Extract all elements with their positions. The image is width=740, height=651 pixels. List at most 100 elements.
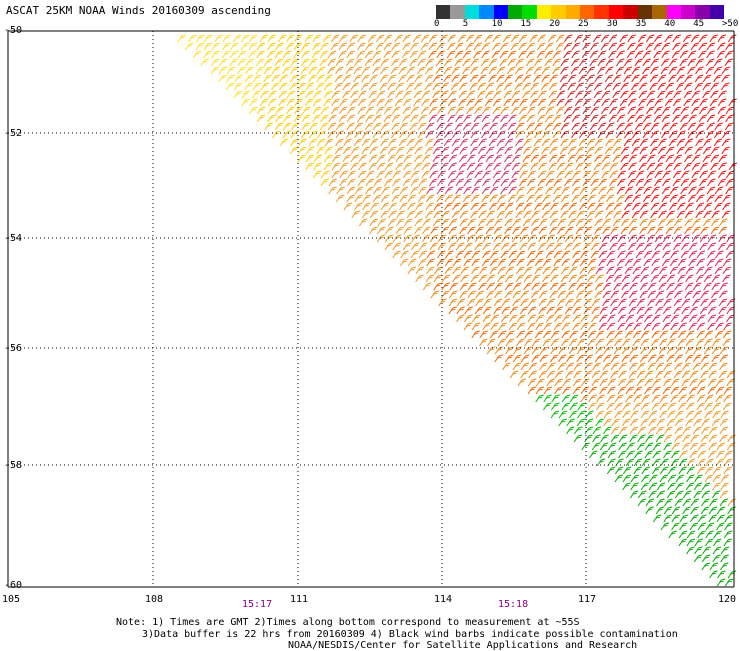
wind-barb [665, 218, 675, 227]
wind-barb [496, 146, 505, 155]
wind-barb [346, 194, 355, 203]
wind-barb [598, 322, 608, 331]
wind-barb [342, 74, 352, 83]
wind-barb [632, 274, 641, 283]
wind-barb [682, 362, 691, 371]
wind-barb [576, 418, 586, 427]
wind-barb [637, 498, 647, 507]
wind-barb [334, 74, 344, 83]
wind-barb [525, 66, 535, 75]
wind-barb [635, 114, 644, 123]
wind-barb [494, 346, 504, 355]
wind-barb [669, 330, 679, 339]
wind-barb [684, 226, 693, 235]
wind-barb [640, 202, 649, 211]
wind-barb [402, 178, 412, 187]
wind-barb [679, 522, 688, 531]
wind-barb [474, 242, 484, 251]
wind-barb [563, 34, 573, 43]
wind-barb [624, 330, 634, 339]
wind-barb [587, 274, 596, 283]
wind-barb [522, 154, 532, 163]
wind-barb [680, 106, 690, 115]
wind-barb [504, 210, 514, 219]
wind-barb [708, 514, 717, 523]
wind-barb [722, 338, 732, 347]
wind-barb [540, 82, 550, 91]
colorbar-swatch [666, 5, 681, 19]
wind-barb [515, 58, 524, 67]
wind-barb [666, 490, 676, 499]
wind-barb [474, 98, 483, 107]
wind-barb [682, 506, 691, 515]
wind-barb [691, 162, 701, 171]
wind-barb [567, 218, 577, 227]
wind-barb [354, 194, 363, 203]
wind-barb [489, 130, 498, 139]
wind-barb [561, 338, 570, 347]
wind-barb [727, 34, 737, 43]
wind-barb [711, 354, 720, 363]
wind-barb [658, 282, 667, 291]
wind-barb [667, 410, 676, 419]
wind-barb [644, 386, 653, 395]
wind-barb [686, 530, 696, 539]
wind-barb [279, 138, 289, 147]
wind-barb [537, 34, 546, 43]
wind-barb [697, 458, 706, 467]
wind-barb [604, 146, 614, 155]
wind-barb [672, 42, 681, 51]
wind-barb [634, 122, 644, 131]
wind-barb [719, 290, 728, 299]
wind-barb [656, 418, 665, 427]
wind-barb [240, 42, 250, 51]
wind-barb [679, 58, 688, 67]
wind-barb [666, 290, 675, 299]
wind-barb [354, 186, 364, 195]
wind-barb [564, 162, 574, 171]
wind-barb [560, 210, 569, 219]
wind-barb [523, 282, 532, 291]
wind-barb [511, 98, 520, 107]
wind-barb [362, 130, 371, 139]
wind-barb [582, 34, 591, 43]
wind-barb [578, 74, 587, 83]
wind-barb [645, 498, 655, 507]
wind-barb [474, 178, 483, 187]
wind-barb [671, 50, 681, 59]
wind-barb [711, 418, 721, 427]
wind-barb [364, 58, 373, 67]
wind-barb [665, 154, 675, 163]
wind-barb [708, 450, 717, 459]
wind-barb [203, 34, 213, 43]
wind-barb [654, 242, 664, 251]
wind-barb [503, 90, 513, 99]
wind-barb [543, 394, 552, 403]
wind-barb [655, 370, 664, 379]
wind-barb [289, 146, 299, 155]
wind-barb [589, 122, 599, 131]
wind-barb [584, 418, 594, 427]
wind-barb [369, 210, 379, 219]
wind-barb [357, 170, 367, 179]
wind-barb [424, 146, 434, 155]
wind-barb [477, 154, 487, 163]
wind-barb [564, 170, 573, 179]
wind-barb [553, 322, 563, 331]
wind-barb [394, 34, 403, 43]
wind-barb [612, 82, 622, 91]
wind-barb [649, 146, 659, 155]
wind-barb [528, 370, 537, 379]
wind-barb [720, 474, 730, 483]
wind-barb [640, 418, 649, 427]
wind-barb [669, 122, 678, 131]
wind-barb [447, 170, 457, 179]
wind-barb [335, 130, 345, 139]
wind-barb [632, 330, 642, 339]
wind-barb [440, 162, 449, 171]
wind-barb [621, 282, 630, 291]
wind-barb [533, 58, 543, 67]
wind-barb [494, 290, 503, 299]
grid-lines [7, 30, 735, 588]
wind-barb [726, 370, 736, 379]
